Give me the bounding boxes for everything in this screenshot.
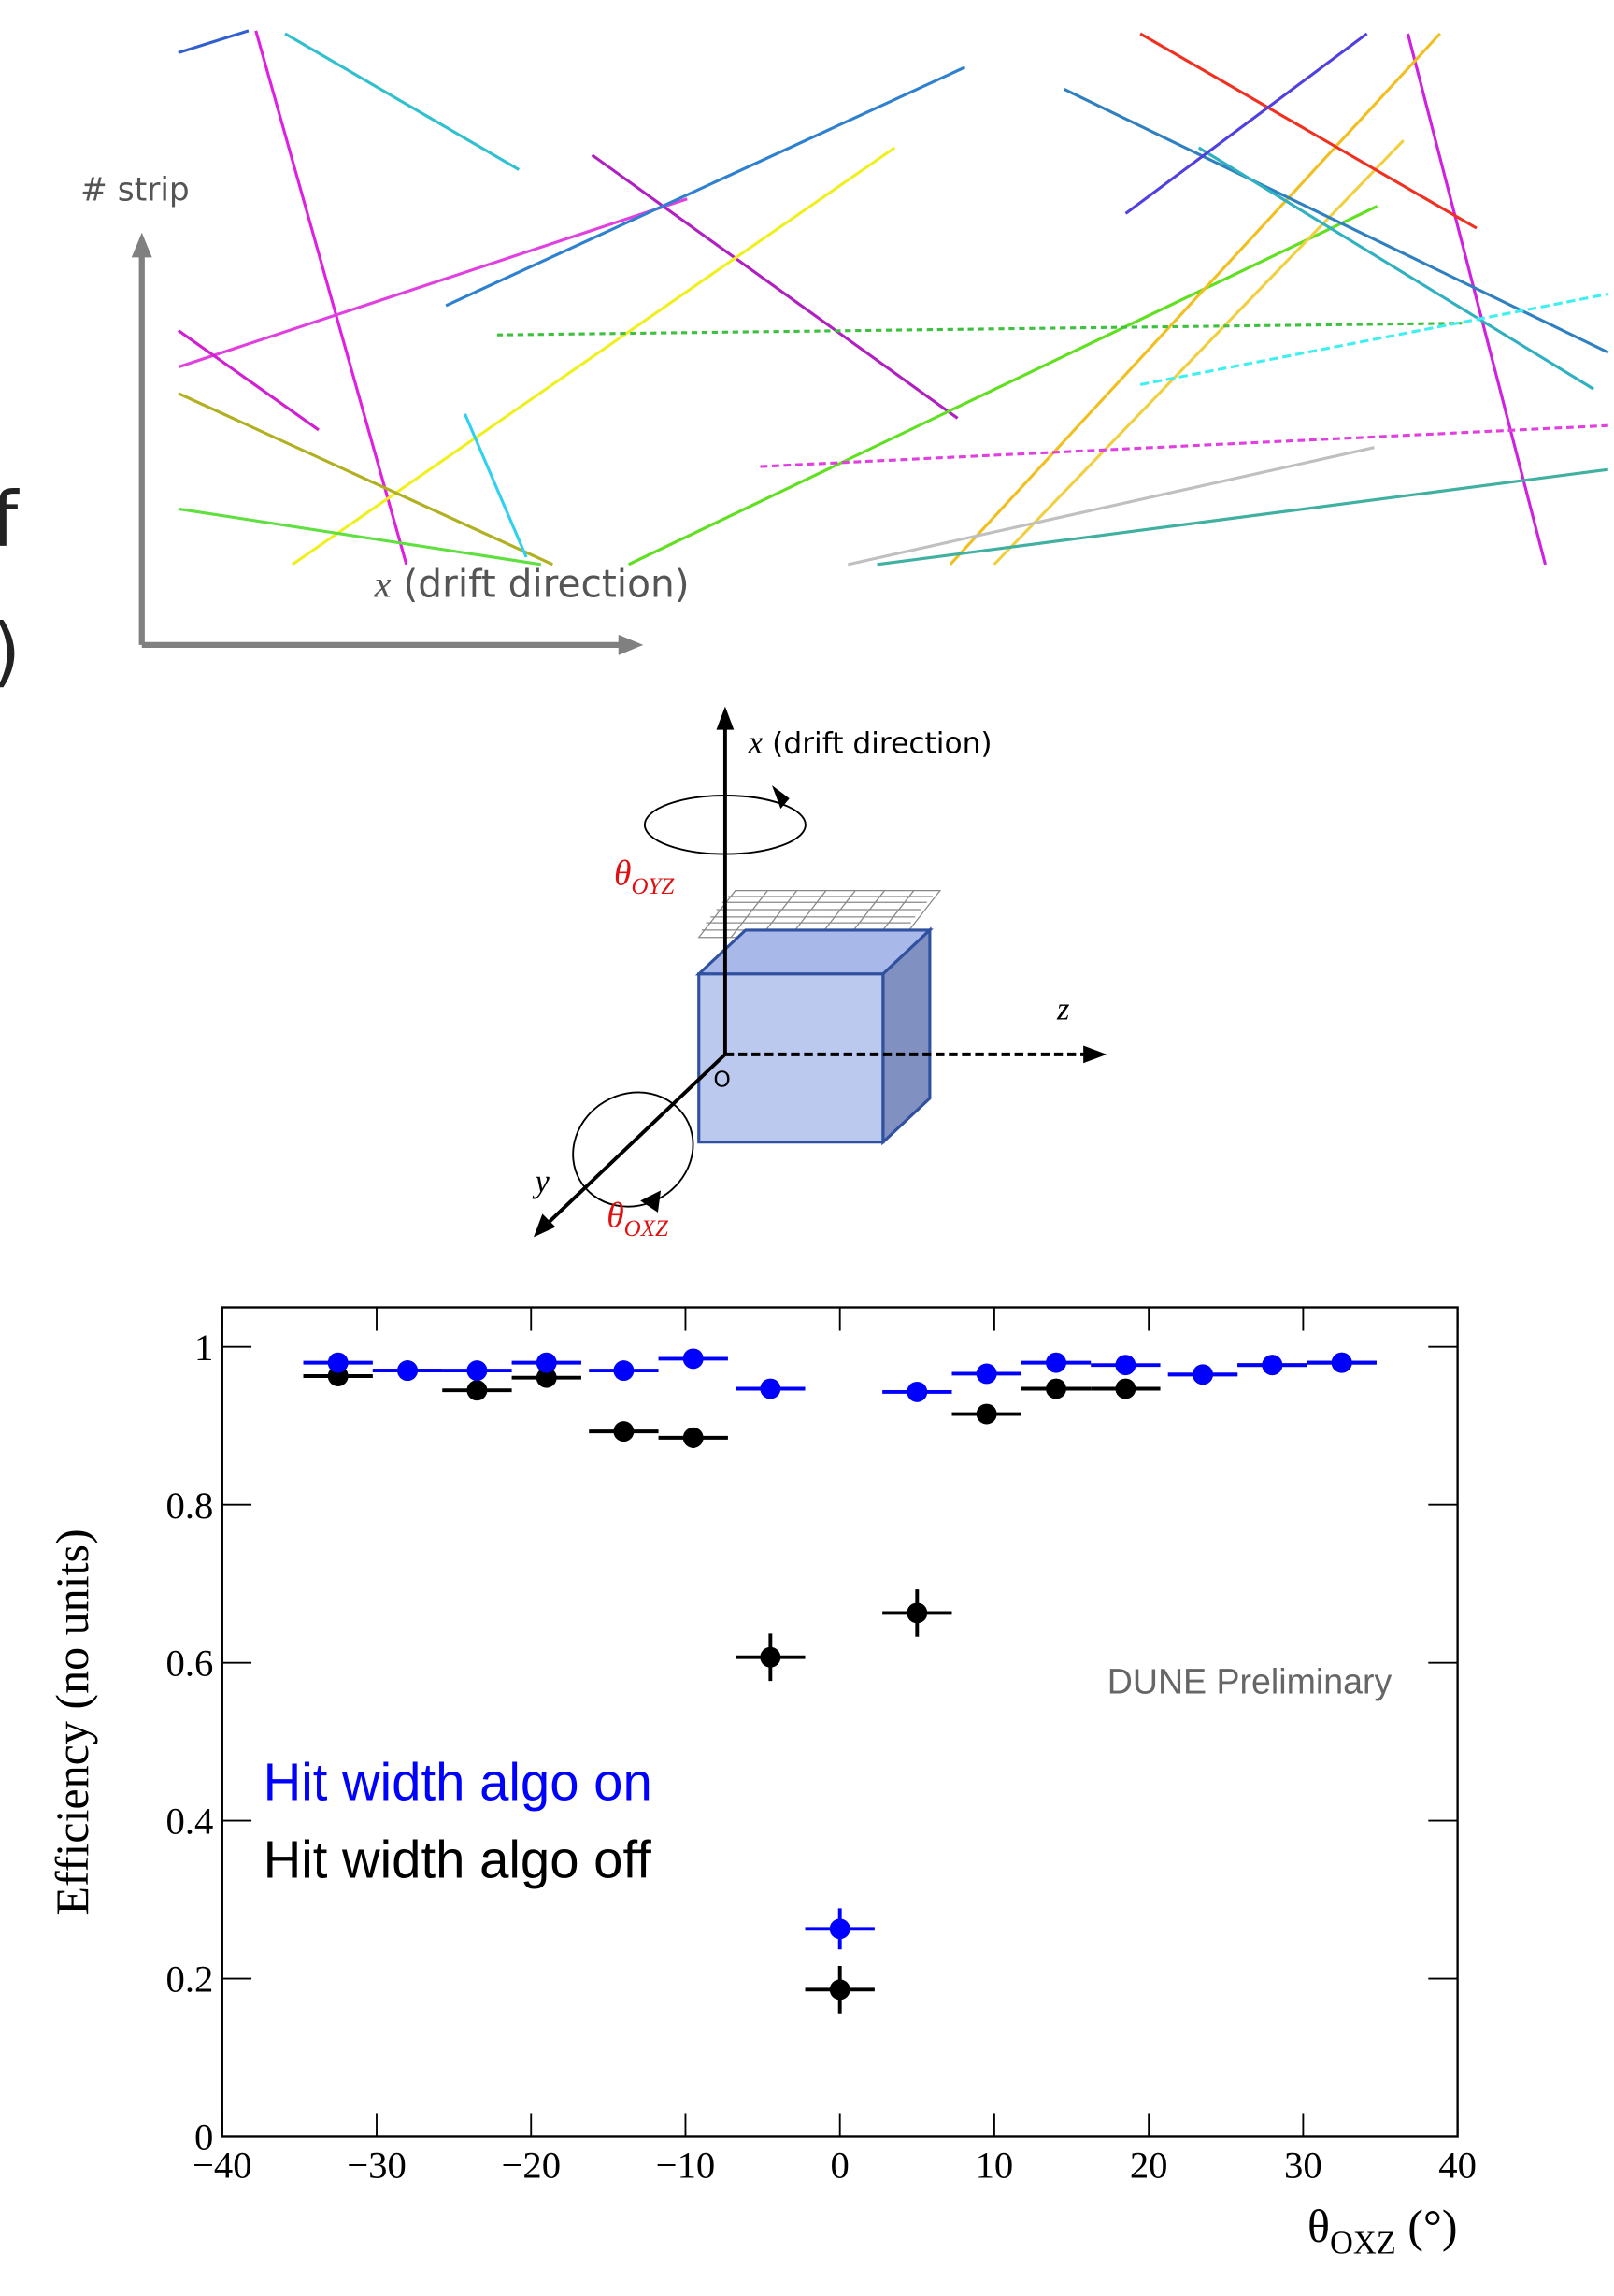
x-title-sub: OXZ <box>1330 2226 1396 2261</box>
point <box>760 1647 780 1668</box>
point <box>536 1353 557 1373</box>
point <box>683 1348 704 1369</box>
x-tick-label: 20 <box>1130 2144 1168 2186</box>
point <box>613 1421 634 1442</box>
x-tick-label: −10 <box>656 2144 716 2186</box>
point <box>977 1364 997 1385</box>
angle-symbol: θ <box>607 1197 623 1235</box>
legend-entry: Hit width algo off <box>264 1830 652 1889</box>
x-title-unit: (°) <box>1407 2200 1457 2252</box>
point <box>1115 1355 1136 1375</box>
point <box>1046 1353 1066 1373</box>
origin-label: O <box>713 1066 730 1092</box>
arrow-head <box>619 635 644 655</box>
point <box>1046 1379 1066 1399</box>
x-tick-label: −30 <box>347 2144 407 2186</box>
axis-label: z <box>1056 991 1069 1026</box>
point <box>907 1602 927 1623</box>
axis-var: x <box>748 725 764 761</box>
point <box>683 1428 704 1448</box>
angle-label: θOXZ <box>607 1197 669 1241</box>
point <box>1193 1364 1213 1385</box>
angle-label: θOYZ <box>614 854 675 898</box>
x-tick-label: 10 <box>976 2144 1014 2186</box>
axis-label: x (drift direction) <box>748 725 993 761</box>
y-tick-label: 0.6 <box>166 1643 214 1685</box>
y-tick-label: 1 <box>194 1327 213 1369</box>
point <box>466 1360 487 1381</box>
y-axis-title: Efficiency (no units) <box>46 1528 98 1915</box>
event-display <box>179 31 1608 565</box>
page: f ) # strip x (drift direction) <box>0 0 1614 2296</box>
point <box>466 1380 487 1400</box>
axis-label: x (drift direction) <box>373 561 689 606</box>
x-title-symbol: θ <box>1307 2200 1330 2252</box>
axis-text: (drift direction) <box>403 561 689 606</box>
axis-text: (drift direction) <box>772 727 992 761</box>
point <box>760 1379 780 1399</box>
x-tick-label: 30 <box>1284 2144 1322 2186</box>
point <box>397 1360 418 1381</box>
point <box>830 1979 850 2000</box>
angle-sub: OXZ <box>624 1216 669 1241</box>
point <box>830 1918 850 1939</box>
y-tick-label: 0.8 <box>166 1485 214 1527</box>
figure: f ) # strip x (drift direction) <box>0 0 1614 2296</box>
x-tick-label: −20 <box>501 2144 561 2186</box>
point <box>1262 1355 1282 1375</box>
legend-entry: Hit width algo on <box>264 1753 652 1812</box>
diagram <box>534 707 1107 1238</box>
x-tick-label: 0 <box>831 2144 850 2186</box>
point <box>907 1382 927 1402</box>
x-tick-label: 40 <box>1438 2144 1477 2186</box>
point <box>1332 1353 1352 1373</box>
y-tick-label: 0.2 <box>166 1959 214 2001</box>
point <box>1115 1379 1136 1399</box>
axis-label: y <box>533 1164 550 1199</box>
arrow-head <box>132 233 152 258</box>
y-tick-label: 0 <box>194 2117 213 2159</box>
y-tick-label: 0.4 <box>166 1801 214 1843</box>
x-axis-title: θOXZ (°) <box>1307 2200 1458 2261</box>
cropped-text: f <box>0 476 21 565</box>
point <box>977 1404 997 1425</box>
angle-symbol: θ <box>614 854 631 893</box>
axis-label: # strip <box>80 171 190 208</box>
angle-sub: OYZ <box>631 874 675 899</box>
point <box>328 1353 349 1373</box>
cropped-text: ) <box>0 607 21 696</box>
axis-var: x <box>373 563 391 605</box>
point <box>613 1360 634 1381</box>
annotation: DUNE Preliminary <box>1107 1661 1393 1700</box>
